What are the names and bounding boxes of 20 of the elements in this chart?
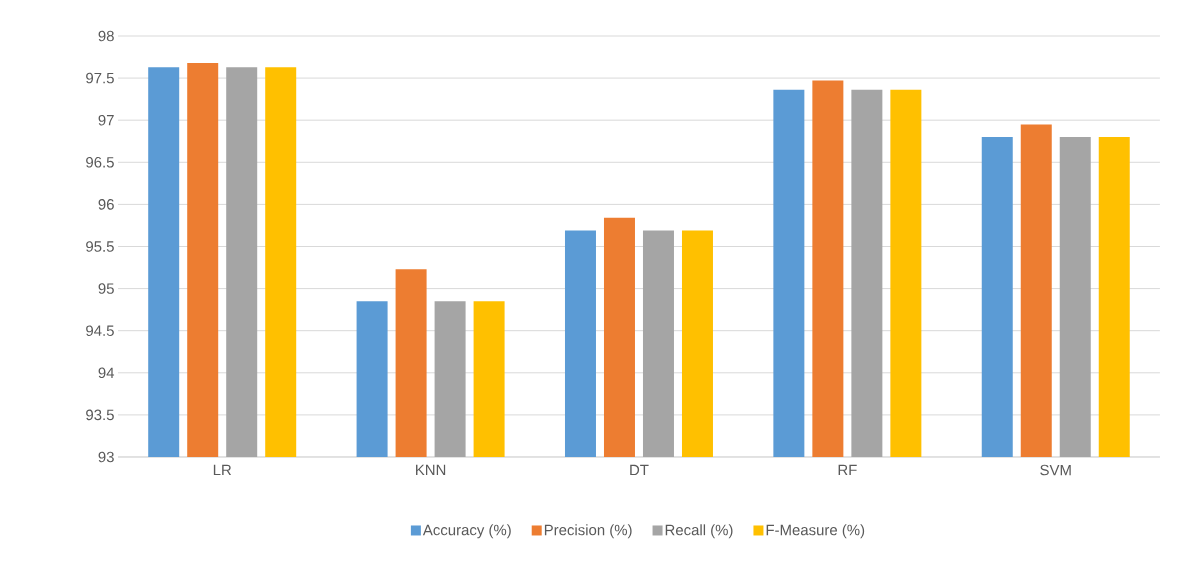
y-tick-label: 97.5 xyxy=(86,72,114,84)
x-tick-label: LR xyxy=(213,464,232,476)
y-tick-label: 98 xyxy=(98,30,114,42)
legend-label: Accuracy (%) xyxy=(422,524,511,539)
y-tick-label: 96.5 xyxy=(86,156,114,168)
legend-label: F-Measure (%) xyxy=(766,524,865,539)
y-tick-label: 95 xyxy=(98,283,114,294)
y-tick-label: 97 xyxy=(98,114,114,126)
y-tick-label: 96 xyxy=(98,199,114,210)
y-tick-label: 94 xyxy=(98,367,115,379)
x-tick-label: RF xyxy=(838,464,857,476)
legend-label: Recall (%) xyxy=(665,524,733,539)
x-tick-label: DT xyxy=(630,464,649,476)
y-tick-label: 93 xyxy=(98,451,114,463)
x-tick-label: SVM xyxy=(1040,464,1071,476)
legend-label: Precision (%) xyxy=(544,524,632,539)
x-tick-label: KNN xyxy=(416,464,446,476)
y-tick-label: 94.5 xyxy=(86,325,114,336)
y-tick-label: 93.5 xyxy=(86,409,114,421)
y-tick-label: 95.5 xyxy=(86,241,114,252)
